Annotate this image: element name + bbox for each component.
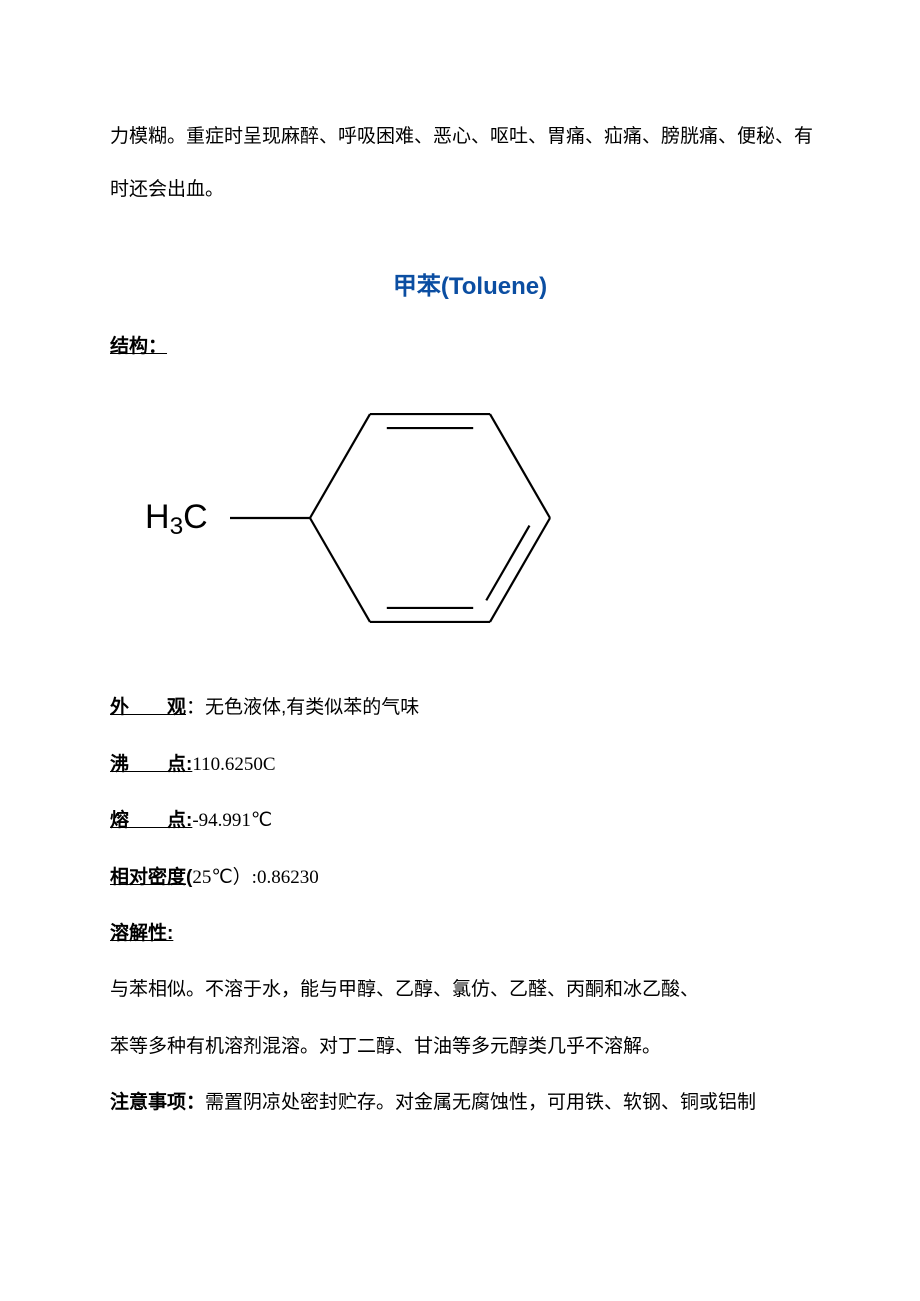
solubility-line2: 苯等多种有机溶剂混溶。对丁二醇、甘油等多元醇类几乎不溶解。	[110, 1032, 830, 1062]
svg-text:H3C: H3C	[145, 498, 208, 540]
boiling-point-value: 110.6250C	[192, 754, 275, 775]
appearance-value: ：无色液体,有类似苯的气味	[186, 697, 419, 718]
toluene-structure-svg: H3C	[110, 378, 580, 658]
boiling-point-row: 沸 点:110.6250C	[110, 750, 830, 780]
melting-point-value: -94.991℃	[192, 810, 272, 831]
density-label: 相对密度(	[110, 867, 192, 888]
density-value: 0.86230	[257, 867, 319, 888]
solubility-line1: 与苯相似。不溶于水，能与甲醇、乙醇、氯仿、乙醛、丙酮和冰乙酸、	[110, 975, 830, 1005]
density-mid: 25℃）:	[192, 867, 257, 888]
melting-point-row: 熔 点:-94.991℃	[110, 806, 830, 836]
melting-point-label: 熔 点:	[110, 810, 192, 831]
structure-diagram: H3C	[110, 378, 830, 663]
notice-label: 注意事项：	[110, 1092, 205, 1113]
appearance-row: 外 观：无色液体,有类似苯的气味	[110, 693, 830, 723]
previous-paragraph-continuation: 力模糊。重症时呈现麻醉、呼吸困难、恶心、呕吐、胃痛、疝痛、膀胱痛、便秘、有时还会…	[110, 110, 830, 216]
solubility-label: 溶解性:	[110, 923, 173, 944]
compound-title: 甲苯(Toluene)	[110, 266, 830, 301]
notice-value: 需置阴凉处密封贮存。对金属无腐蚀性，可用铁、软钢、铜或铝制	[205, 1092, 756, 1113]
structure-label: 结构：	[110, 331, 830, 358]
solubility-label-row: 溶解性:	[110, 919, 830, 949]
appearance-label: 外 观	[110, 697, 186, 718]
notice-row: 注意事项：需置阴凉处密封贮存。对金属无腐蚀性，可用铁、软钢、铜或铝制	[110, 1088, 830, 1118]
boiling-point-label: 沸 点:	[110, 754, 192, 775]
density-row: 相对密度(25℃）:0.86230	[110, 863, 830, 893]
